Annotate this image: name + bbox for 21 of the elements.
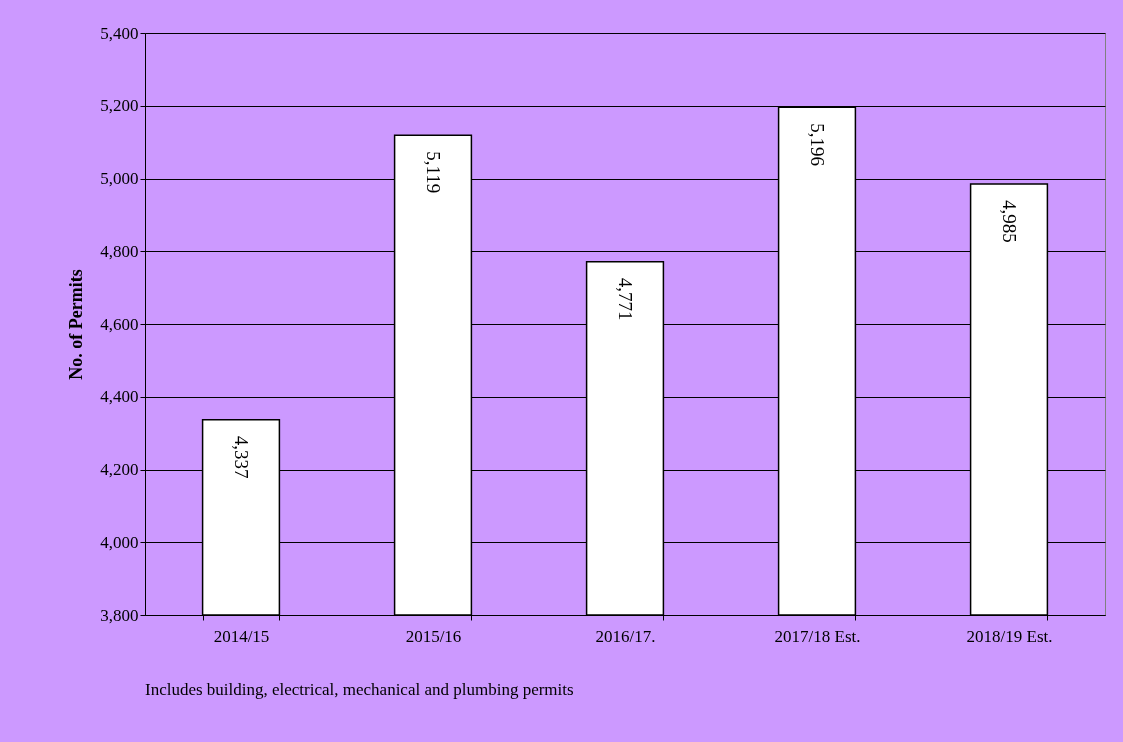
y-tick-label: 5,000 xyxy=(100,169,139,188)
y-tick-label: 5,400 xyxy=(100,23,139,43)
y-tick-label: 4,600 xyxy=(100,314,139,334)
x-tick-label: 2016/17. xyxy=(595,626,656,646)
y-tick-label: 4,200 xyxy=(100,460,139,479)
data-label: 5,119 xyxy=(423,151,444,194)
x-tick-label: 2015/16 xyxy=(405,626,462,646)
data-label: 4,337 xyxy=(231,435,252,479)
y-tick-label: 4,400 xyxy=(100,387,139,407)
y-tick-label: 4,000 xyxy=(100,532,139,552)
x-tick-label: 2018/19 Est. xyxy=(966,626,1053,646)
data-label: 4,985 xyxy=(999,199,1020,243)
data-label: 5,196 xyxy=(807,123,828,166)
y-axis-title: No. of Permits xyxy=(66,269,87,380)
y-tick-label: 4,800 xyxy=(100,241,139,261)
data-label: 4,771 xyxy=(615,277,636,321)
y-tick-label: 5,200 xyxy=(100,96,139,116)
text: Includes building, electrical, mechanical and plumbing permits xyxy=(145,680,574,699)
x-tick-label: 2017/18 Est. xyxy=(774,626,861,646)
y-tick-label: 3,800 xyxy=(100,605,139,625)
x-tick-label: 2014/15 xyxy=(213,626,270,646)
